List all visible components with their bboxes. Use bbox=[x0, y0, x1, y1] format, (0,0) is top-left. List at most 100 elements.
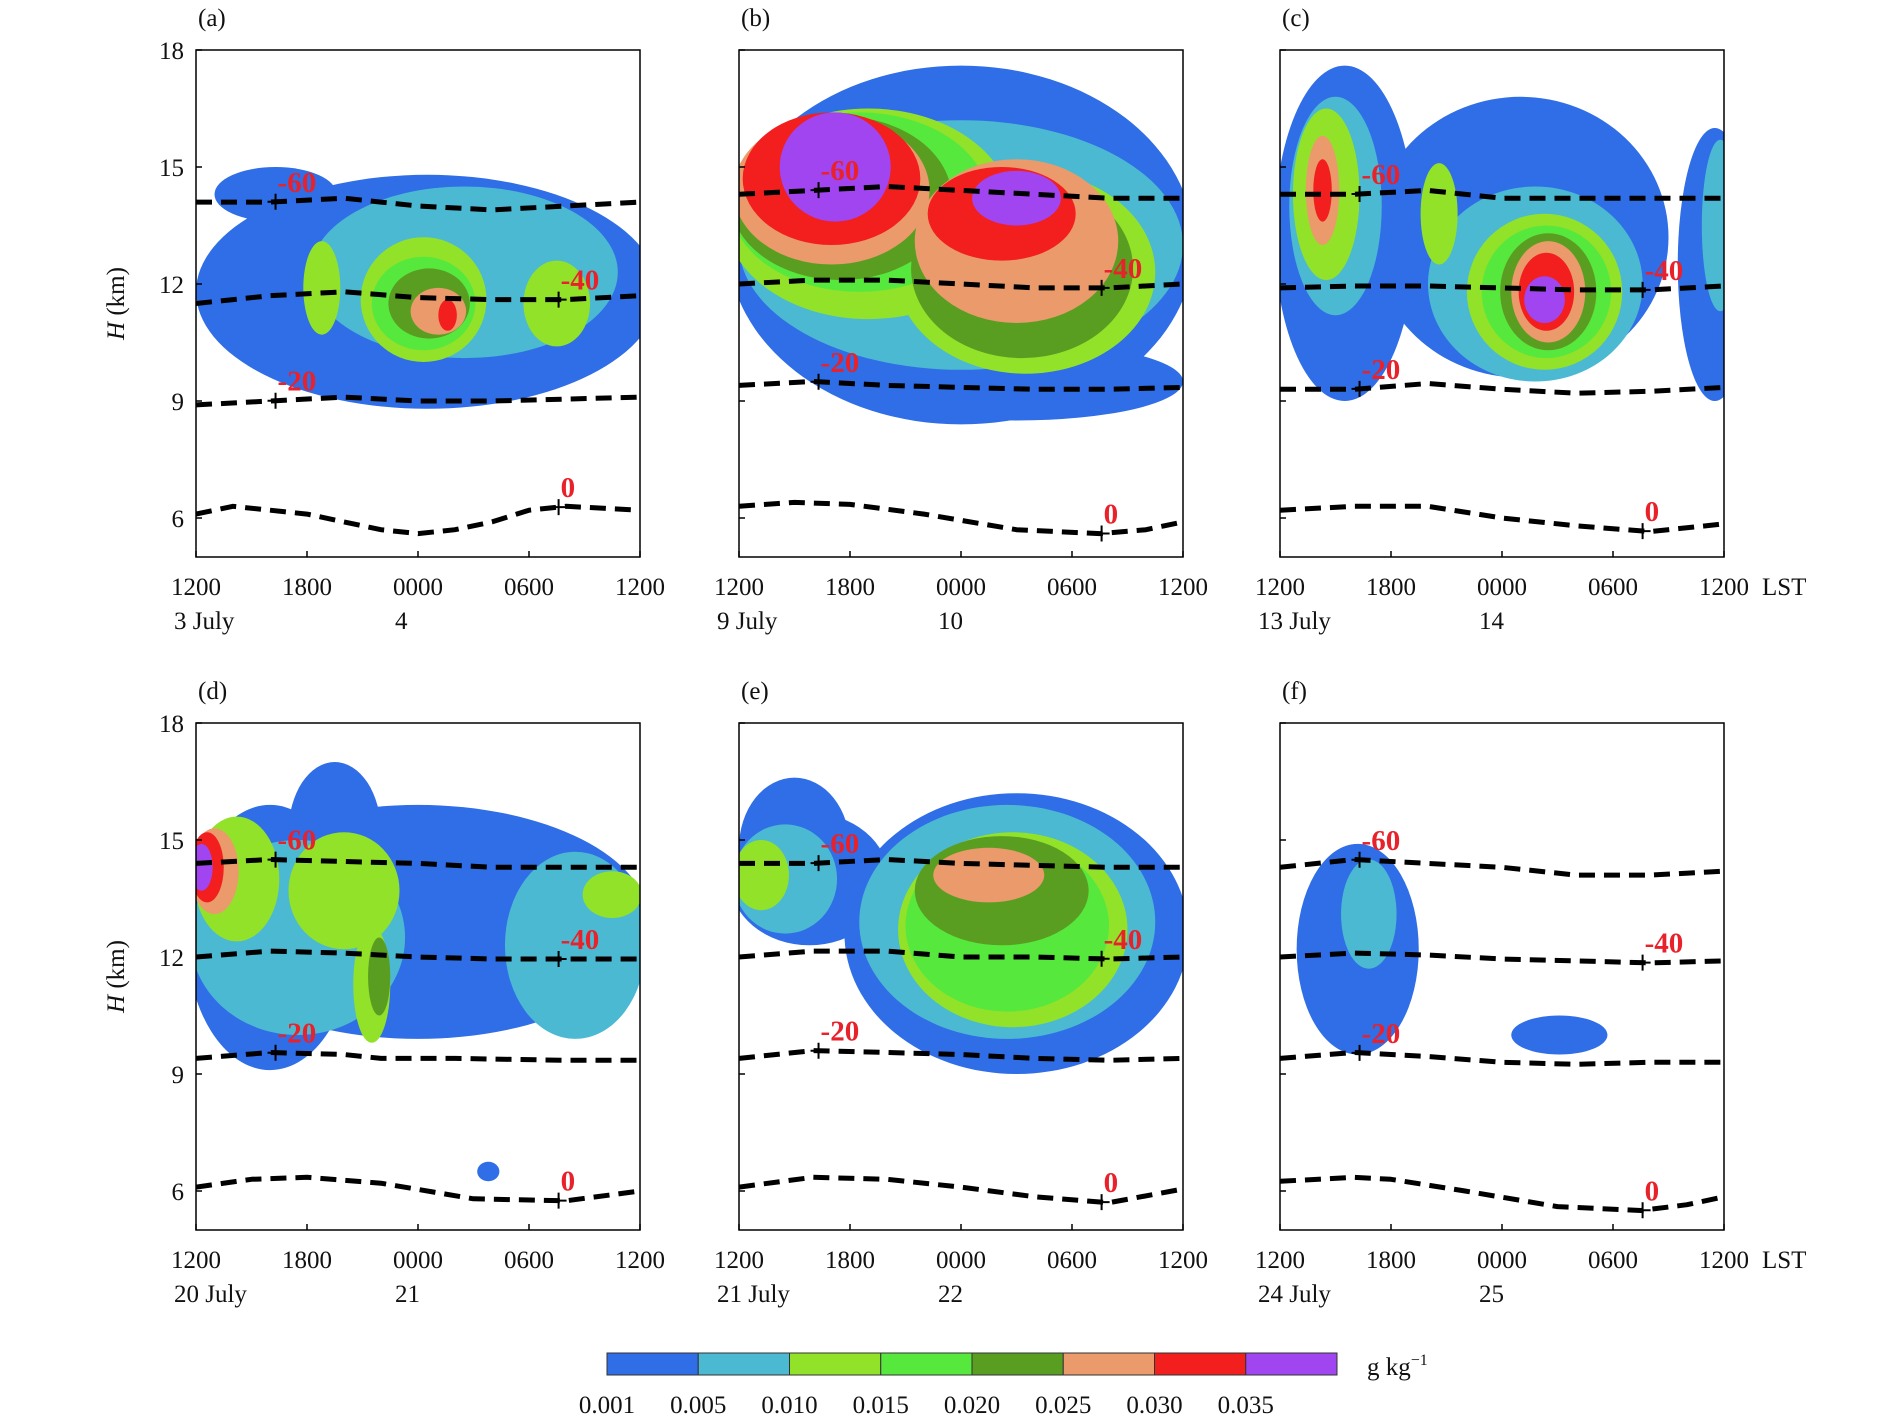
isotherm-lines bbox=[1280, 857, 1724, 1213]
y-tick-label: 12 bbox=[159, 945, 184, 972]
isotherm-lines bbox=[739, 184, 1183, 537]
x-tick-label: 1800 bbox=[825, 1247, 875, 1274]
colorbar-unit-base: g kg bbox=[1367, 1354, 1411, 1381]
y-axis-title-italic: H bbox=[103, 993, 130, 1014]
isotherm-label: -20 bbox=[1362, 354, 1401, 386]
x-tick-label: 1200 bbox=[1255, 574, 1305, 601]
isotherm-marker bbox=[1093, 279, 1110, 296]
colorbar-swatch-1 bbox=[697, 1352, 790, 1376]
contour-region-level-5 bbox=[933, 847, 1045, 903]
x-tick-label: 1200 bbox=[1255, 1247, 1305, 1274]
x-tick-label: 1200 bbox=[171, 574, 221, 601]
panel-label: (f) bbox=[1282, 678, 1307, 705]
isotherm-label: -60 bbox=[1362, 159, 1401, 191]
contour-region-level-1 bbox=[1341, 859, 1397, 969]
colorbar-unit: g kg−1 bbox=[1367, 1352, 1428, 1381]
isotherm-label: -60 bbox=[821, 828, 860, 860]
x-tick-label: 0600 bbox=[1047, 1247, 1097, 1274]
isotherm-label: -40 bbox=[1104, 924, 1143, 956]
x-tick-label: 1800 bbox=[282, 1247, 332, 1274]
x-tick-label: 0600 bbox=[1588, 574, 1638, 601]
panel-a: 0 -20 -40 -60 (a) 6 9 12 15 18 H (km) 1200 1800 0000 0… bbox=[103, 5, 665, 635]
panel-label: (e) bbox=[741, 678, 769, 705]
isotherm-label: 0 bbox=[1645, 1175, 1660, 1207]
isotherm-label: -40 bbox=[1645, 255, 1684, 287]
x-tick-label: 1200 bbox=[714, 1247, 764, 1274]
date-start-label: 21 July bbox=[717, 1281, 790, 1308]
x-tick-label: 0000 bbox=[1477, 574, 1527, 601]
colorbar: 0.001 0.005 0.010 0.015 0.020 0.025 0.030 0.035… bbox=[579, 1352, 1428, 1417]
contour-fills bbox=[196, 762, 640, 1182]
date-start-label: 20 July bbox=[174, 1281, 247, 1308]
colorbar-swatch-7 bbox=[1245, 1352, 1338, 1376]
panel-label: (a) bbox=[198, 5, 226, 32]
isotherm-marker bbox=[267, 193, 284, 210]
y-tick-label: 12 bbox=[159, 272, 184, 299]
isotherm-marker bbox=[267, 392, 284, 409]
x-tick-label: 1200 bbox=[1699, 1247, 1749, 1274]
date-next-label: 14 bbox=[1479, 608, 1505, 635]
x-unit-label: LST bbox=[1762, 1247, 1806, 1274]
isotherm-label: -60 bbox=[278, 825, 317, 857]
colorbar-swatch-0 bbox=[606, 1352, 699, 1376]
isotherm-label: -20 bbox=[278, 1018, 317, 1050]
contour-region-level-4 bbox=[368, 937, 391, 1016]
colorbar-level-label: 0.015 bbox=[853, 1392, 909, 1417]
isotherm-marker bbox=[267, 851, 284, 868]
y-tick-label: 9 bbox=[172, 389, 185, 416]
contour-region-level-2 bbox=[523, 260, 591, 347]
isotherm-marker bbox=[810, 182, 827, 199]
isotherm-marker bbox=[1093, 525, 1110, 542]
isotherm-marker bbox=[810, 373, 827, 390]
contour-region-level-1 bbox=[1701, 139, 1724, 312]
isotherm-label: -40 bbox=[1104, 253, 1143, 285]
colorbar-swatch-5 bbox=[1062, 1352, 1155, 1376]
date-next-label: 25 bbox=[1479, 1281, 1504, 1308]
x-tick-label: 1800 bbox=[282, 574, 332, 601]
date-next-label: 4 bbox=[395, 608, 408, 635]
contour-region-level-2 bbox=[582, 871, 640, 918]
contour-region-level-2 bbox=[303, 241, 341, 335]
isotherm-label: -60 bbox=[1362, 825, 1401, 857]
isotherm-marker bbox=[1634, 523, 1651, 540]
colorbar-swatch-2 bbox=[789, 1352, 882, 1376]
y-tick-label: 18 bbox=[159, 38, 184, 65]
x-tick-label: 1200 bbox=[171, 1247, 221, 1274]
isotherm-line-m20 bbox=[196, 1050, 640, 1063]
x-unit-label: LST bbox=[1762, 574, 1806, 601]
date-next-label: 10 bbox=[938, 608, 963, 635]
x-tick-label: 0000 bbox=[393, 1247, 443, 1274]
contour-region-level-2 bbox=[1420, 163, 1458, 265]
isotherm-label: 0 bbox=[1104, 498, 1119, 530]
contour-region-level-6 bbox=[1313, 159, 1332, 222]
isotherm-marker bbox=[1093, 950, 1110, 967]
isotherm-lines bbox=[196, 857, 640, 1204]
isotherm-marker bbox=[550, 291, 567, 308]
x-tick-label: 0000 bbox=[936, 574, 986, 601]
x-tick-label: 1200 bbox=[714, 574, 764, 601]
x-tick-label: 0600 bbox=[504, 574, 554, 601]
y-axis-title-rest: (km) bbox=[103, 940, 130, 995]
contour-region-level-5 bbox=[410, 287, 467, 335]
isotherm-label: -40 bbox=[561, 265, 600, 297]
isotherm-line-0 bbox=[196, 503, 640, 537]
isotherm-label: -20 bbox=[1362, 1018, 1401, 1050]
isotherm-label: 0 bbox=[561, 472, 576, 504]
isotherm-line-0 bbox=[196, 1174, 640, 1204]
isotherm-marker bbox=[550, 950, 567, 967]
x-tick-label: 1800 bbox=[1366, 1247, 1416, 1274]
isotherm-label: -60 bbox=[821, 155, 860, 187]
y-axis-title: H (km) bbox=[103, 940, 130, 1014]
isotherm-label: 0 bbox=[561, 1166, 576, 1198]
isotherm-line-0 bbox=[739, 499, 1183, 537]
x-tick-label: 0000 bbox=[936, 1247, 986, 1274]
contour-region-level-7 bbox=[196, 843, 213, 891]
isotherm-label: -20 bbox=[821, 1016, 860, 1048]
contour-region-level-7 bbox=[1524, 276, 1565, 323]
panel-b: 0 -20 -40 -60 (b) 1200 1800 0000 0600 1200 9 July 1… bbox=[714, 5, 1208, 635]
isotherm-marker bbox=[550, 499, 567, 516]
panel-label: (c) bbox=[1282, 5, 1310, 32]
y-tick-label: 9 bbox=[172, 1062, 185, 1089]
y-tick-label: 15 bbox=[159, 828, 184, 855]
